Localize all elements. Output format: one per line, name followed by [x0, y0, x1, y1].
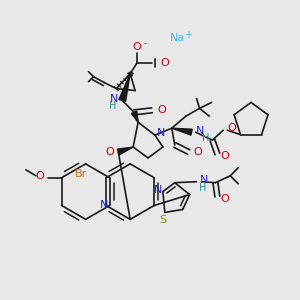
Text: O: O	[106, 147, 114, 157]
Text: N: N	[200, 175, 208, 185]
Text: O: O	[227, 123, 236, 133]
Text: O: O	[157, 105, 166, 116]
Polygon shape	[117, 147, 133, 155]
Text: +: +	[184, 30, 192, 40]
Text: H: H	[199, 183, 206, 193]
Text: N: N	[154, 184, 162, 195]
Polygon shape	[119, 74, 130, 101]
Text: N: N	[100, 200, 108, 211]
Text: O: O	[194, 147, 202, 157]
Text: N: N	[196, 126, 204, 136]
Text: Na: Na	[170, 33, 185, 43]
Text: N: N	[110, 94, 118, 104]
Text: Br: Br	[74, 169, 87, 179]
Text: O: O	[220, 194, 229, 203]
Text: O: O	[220, 151, 229, 161]
Polygon shape	[172, 128, 192, 135]
Text: O: O	[160, 58, 169, 68]
Text: O: O	[35, 171, 44, 181]
Text: -: -	[143, 40, 146, 49]
Text: H: H	[202, 133, 209, 143]
Text: H: H	[109, 101, 116, 111]
Text: S: S	[159, 215, 167, 225]
Text: N: N	[157, 128, 165, 138]
Polygon shape	[131, 111, 138, 122]
Text: O: O	[133, 42, 142, 52]
